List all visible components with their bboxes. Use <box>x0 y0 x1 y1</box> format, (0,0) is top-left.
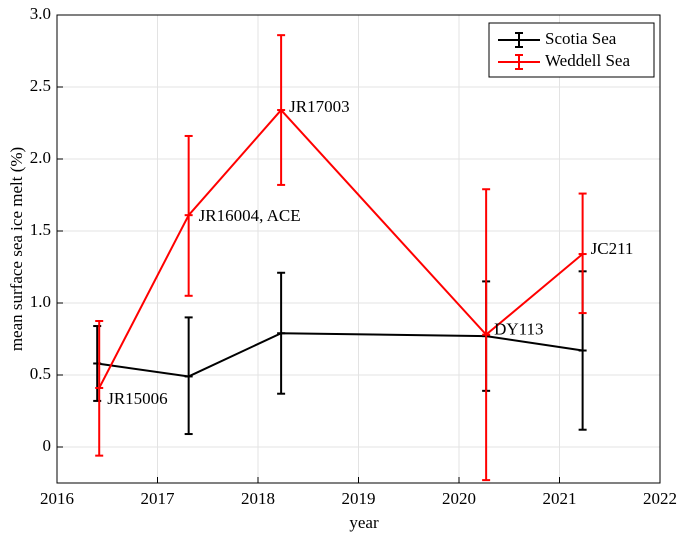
plot-frame <box>56 14 661 484</box>
point-label: JR15006 <box>107 389 167 408</box>
series-line <box>97 332 583 378</box>
point-label: DY113 <box>494 320 543 339</box>
y-tick-label: 2.5 <box>30 76 51 95</box>
x-tick-label: 2019 <box>342 489 376 508</box>
x-tick-label: 2021 <box>543 489 577 508</box>
legend: Scotia Sea Weddell Sea <box>488 22 655 78</box>
y-tick-label: 1.0 <box>30 292 51 311</box>
x-tick-label: 2022 <box>643 489 677 508</box>
legend-label: Scotia Sea <box>545 29 617 48</box>
point-label: JR16004, ACE <box>199 206 301 225</box>
legend-label: Weddell Sea <box>545 51 630 70</box>
y-tick-label: 2.0 <box>30 148 51 167</box>
x-tick-label: 2016 <box>40 489 74 508</box>
y-tick-label: 3.0 <box>30 4 51 23</box>
x-axis-label: year <box>349 513 379 532</box>
y-tick-label: 0 <box>43 436 52 455</box>
y-axis-label: mean surface sea ice melt (%) <box>7 147 26 351</box>
point-label: JR17003 <box>289 97 349 116</box>
x-tick-label: 2020 <box>442 489 476 508</box>
y-tick-label: 1.5 <box>30 220 51 239</box>
point-label: JC211 <box>591 239 634 258</box>
series-line <box>98 108 584 389</box>
y-tick-label: 0.5 <box>30 364 51 383</box>
x-tick-label: 2017 <box>141 489 176 508</box>
x-tick-label: 2018 <box>241 489 275 508</box>
